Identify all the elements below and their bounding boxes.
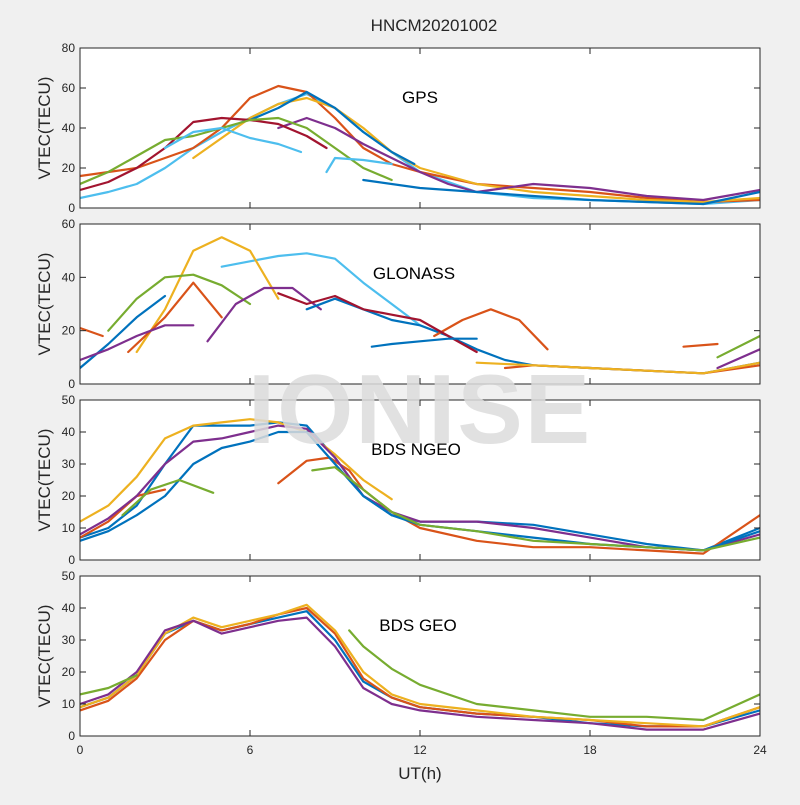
series-line-2 [80, 488, 167, 539]
y-tick-label: 40 [62, 601, 76, 615]
series-line-14 [475, 361, 760, 375]
series-line-4 [80, 326, 104, 338]
series-line-6 [348, 629, 760, 722]
y-tick-label: 0 [68, 201, 75, 215]
y-tick-label: 40 [62, 270, 76, 284]
y-axis-label: VTEC(TECU) [35, 253, 54, 356]
y-tick-label: 20 [62, 665, 76, 679]
subplot-1: 0 20 40 60 80 VTEC(TECU) GPS [35, 41, 761, 215]
y-axis-label: VTEC(TECU) [35, 605, 54, 708]
x-tick-label: 6 [247, 743, 254, 757]
panel-label: BDS NGEO [371, 440, 461, 459]
series-line-17 [716, 334, 760, 359]
y-tick-label: 60 [62, 81, 76, 95]
series-line-12 [370, 337, 478, 348]
y-tick-label: 60 [62, 217, 76, 231]
y-tick-label: 50 [62, 393, 76, 407]
panel-label: BDS GEO [379, 616, 456, 635]
y-tick-label: 30 [62, 457, 76, 471]
x-tick-label: 12 [413, 743, 427, 757]
series-line-6 [80, 116, 328, 192]
axes-background [80, 48, 760, 208]
y-tick-label: 80 [62, 41, 76, 55]
x-tick-label: 24 [753, 743, 767, 757]
series-lines [80, 418, 760, 555]
y-axis-label: VTEC(TECU) [35, 77, 54, 180]
series-lines [80, 236, 760, 375]
y-tick-label: 40 [62, 425, 76, 439]
series-line-4 [248, 90, 416, 166]
y-tick-label: 30 [62, 633, 76, 647]
series-line-5 [127, 281, 223, 354]
series-lines [80, 603, 760, 731]
chart-title: HNCM20201002 [371, 16, 498, 35]
series-line-8 [311, 466, 760, 552]
series-line-4 [80, 418, 393, 523]
x-tick-label: 18 [583, 743, 597, 757]
y-axis-label: VTEC(TECU) [35, 429, 54, 532]
y-tick-label: 20 [62, 489, 76, 503]
series-line-7 [80, 116, 393, 186]
y-tick-label: 10 [62, 697, 76, 711]
panel-label: GLONASS [373, 264, 455, 283]
y-tick-label: 40 [62, 121, 76, 135]
series-line-8 [433, 308, 549, 351]
axes-background [80, 576, 760, 736]
series-line-11 [80, 324, 195, 362]
series-line-5 [80, 424, 760, 552]
series-line-4 [80, 616, 760, 731]
series-lines [80, 84, 760, 206]
series-line-3 [107, 273, 252, 332]
y-tick-label: 0 [68, 377, 75, 391]
series-line-2 [80, 84, 760, 204]
series-line-10 [362, 178, 760, 206]
subplot-3: 0 10 20 30 40 50 VTEC(TECU) BDS NGEO [35, 393, 761, 567]
series-line-2 [135, 236, 280, 354]
x-axis-label: UT(h) [398, 764, 441, 783]
series-line-16 [716, 348, 760, 370]
panel-label: GPS [402, 88, 438, 107]
series-line-5 [80, 674, 138, 696]
series-line-9 [277, 292, 478, 354]
series-line-5 [277, 116, 760, 202]
y-tick-label: 0 [68, 553, 75, 567]
y-tick-label: 50 [62, 569, 76, 583]
series-line-7 [121, 478, 215, 517]
series-line-3 [80, 603, 760, 728]
series-line-15 [682, 342, 719, 348]
y-tick-label: 20 [62, 324, 76, 338]
x-tick-label: 0 [77, 743, 84, 757]
series-line-9 [325, 156, 393, 174]
y-tick-label: 0 [68, 729, 75, 743]
y-tick-label: 10 [62, 521, 76, 535]
series-line-10 [80, 294, 167, 370]
subplot-2: 0 20 40 60 VTEC(TECU) GLONASS [35, 217, 761, 391]
series-line-8 [163, 126, 303, 154]
y-tick-label: 20 [62, 161, 76, 175]
series-line-6 [206, 286, 322, 343]
subplot-4: 0 10 20 30 40 50 0 6 12 18 24 VTEC(TECU) BDS GEO [35, 569, 767, 757]
watermark-text: IONISE [248, 354, 592, 464]
